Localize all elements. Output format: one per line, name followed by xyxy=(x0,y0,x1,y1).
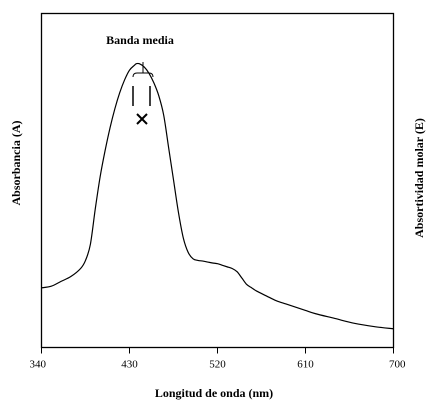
band-marker-bracket xyxy=(132,62,154,78)
x-tick-label: 610 xyxy=(297,359,314,371)
x-tick-label: 430 xyxy=(121,359,138,371)
plot-frame xyxy=(40,12,395,349)
x-tick-label: 520 xyxy=(209,359,226,371)
band-marker xyxy=(132,62,154,125)
y-axis-title-left: Absorbancia (A) xyxy=(9,120,23,205)
x-axis-title: Longitud de onda (nm) xyxy=(155,386,273,400)
x-axis-ticks: 340 430 520 610 700 xyxy=(30,347,406,371)
y-axis-title-right: Absortividad molar (E) xyxy=(412,118,426,238)
band-annotation: Banda media xyxy=(106,33,174,47)
absorbance-curve xyxy=(41,62,394,330)
x-tick-label: 340 xyxy=(30,359,47,371)
peak-x-marker xyxy=(136,113,148,125)
x-tick-label: 700 xyxy=(389,359,406,371)
